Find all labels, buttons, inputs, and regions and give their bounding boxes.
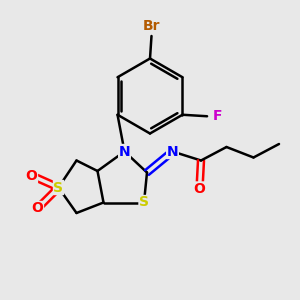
Text: F: F [213,109,223,123]
Text: Br: Br [143,19,160,33]
Text: O: O [194,182,206,196]
Text: O: O [32,202,44,215]
Text: S: S [53,181,64,194]
Text: N: N [167,145,178,158]
Text: F: F [213,109,223,123]
Text: N: N [119,145,130,158]
Text: S: S [139,196,149,209]
Text: O: O [26,169,38,182]
Text: Br: Br [143,19,160,33]
